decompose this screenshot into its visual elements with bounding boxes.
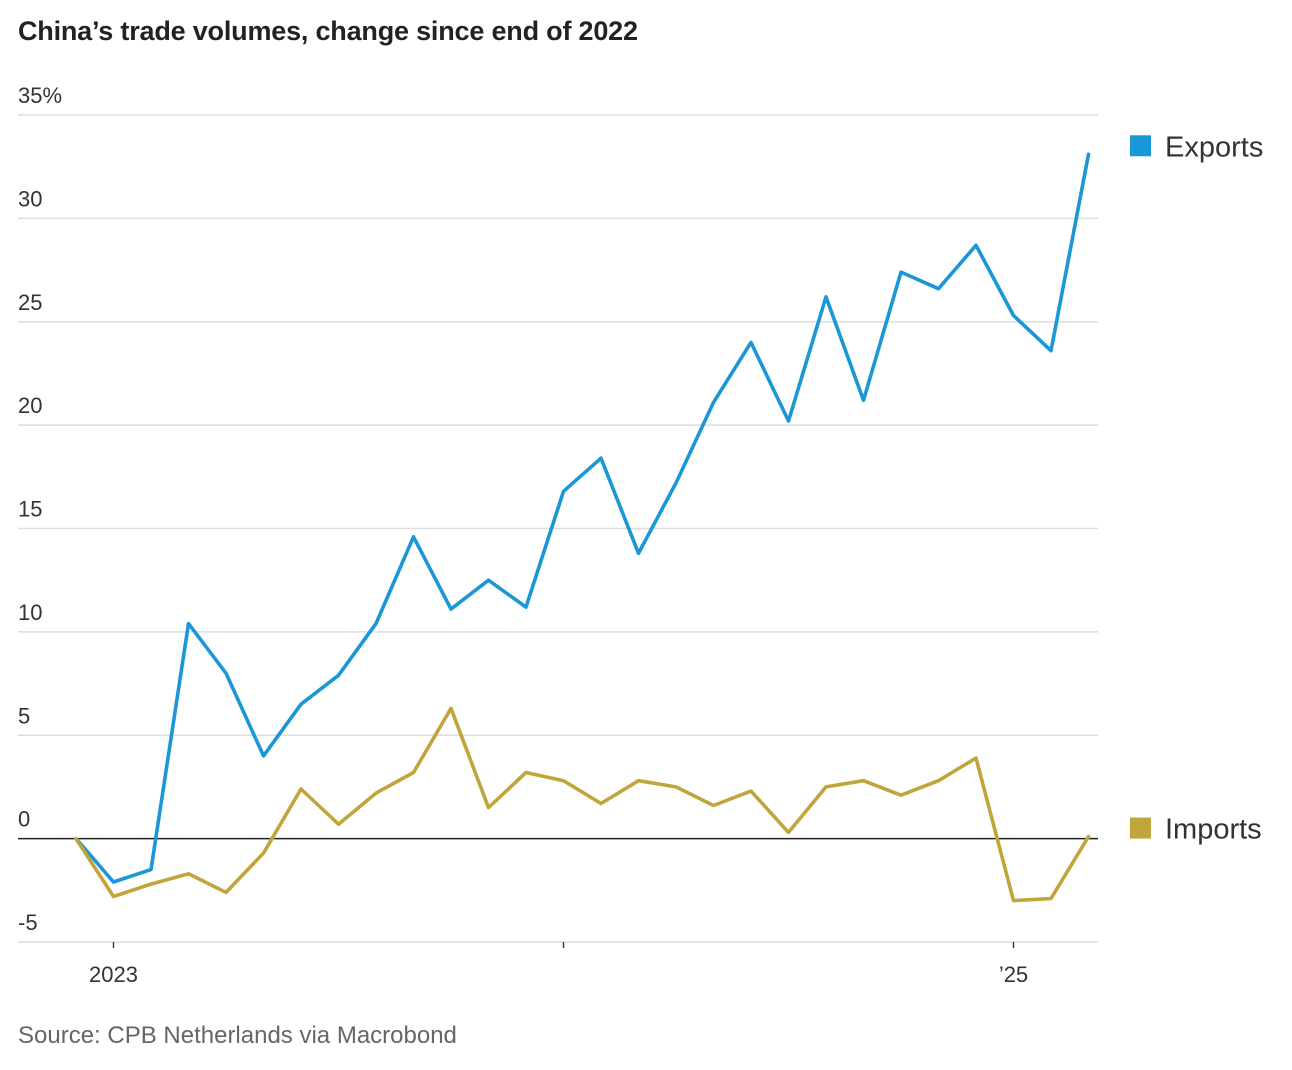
legend: Exports Imports <box>1130 131 1263 846</box>
y-tick-label: 10 <box>18 600 42 625</box>
y-tick-label: 20 <box>18 393 42 418</box>
series-lines <box>74 152 1091 903</box>
source-note: Source: CPB Netherlands via Macrobond <box>18 1022 457 1049</box>
y-tick-label: 35% <box>18 83 62 108</box>
legend-swatch-exports <box>1130 135 1151 157</box>
y-tick-label: 5 <box>18 703 30 728</box>
line-chart: 35% 30 25 20 15 10 5 0 -5 2023 ’25 Exports Imports <box>18 83 1263 987</box>
x-tick-label: 2023 <box>89 962 138 987</box>
y-tick-label: 30 <box>18 186 42 211</box>
chart-title: China’s trade volumes, change since end … <box>18 16 638 46</box>
gridlines <box>18 114 1098 943</box>
y-tick-label: 0 <box>18 807 30 832</box>
legend-label-imports: Imports <box>1165 814 1262 846</box>
series-line-imports <box>74 706 1091 903</box>
y-tick-label: -5 <box>18 910 38 935</box>
x-axis: 2023 ’25 <box>89 942 1028 987</box>
y-axis: 35% 30 25 20 15 10 5 0 -5 <box>18 83 62 935</box>
y-tick-label: 25 <box>18 290 42 315</box>
legend-swatch-imports <box>1130 817 1151 839</box>
legend-label-exports: Exports <box>1165 131 1263 163</box>
x-tick-label: ’25 <box>999 962 1028 987</box>
series-line-exports <box>74 152 1091 884</box>
y-tick-label: 15 <box>18 497 42 522</box>
